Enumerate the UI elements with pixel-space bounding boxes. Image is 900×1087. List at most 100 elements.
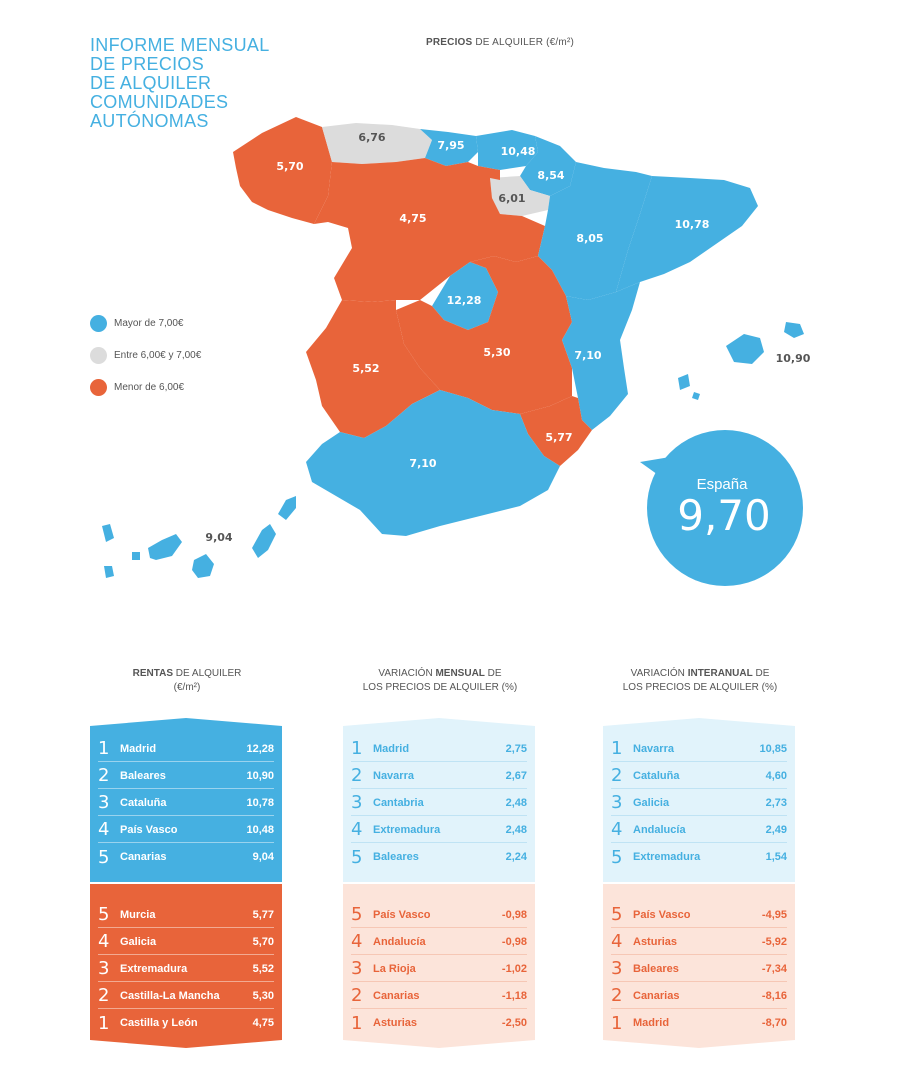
region-value: 10,78: [246, 796, 274, 809]
heading-bold: MENSUAL: [435, 668, 485, 679]
ranking-row: 4 Extremadura 2,48: [351, 817, 527, 843]
region-value: 10,85: [759, 742, 787, 755]
region-name: Madrid: [120, 742, 157, 755]
ranking-row: 2 Canarias -8,16: [611, 983, 787, 1009]
rank-number: 3: [351, 958, 363, 979]
region-name: Madrid: [633, 1017, 670, 1029]
region-name: La Rioja: [373, 962, 416, 975]
region-value: 2,48: [505, 823, 527, 836]
ranking-row: 2 Castilla-La Mancha 5,30: [98, 983, 274, 1009]
region-value: -7,34: [761, 962, 787, 975]
ranking-row: 2 Baleares 10,90: [98, 763, 274, 789]
region-castilla-leon[interactable]: [314, 158, 545, 302]
rank-number: 2: [351, 985, 363, 1006]
legend-item-high: Mayor de 7,00€: [90, 314, 201, 332]
region-name: Cantabria: [373, 796, 424, 809]
ranking-row: 3 La Rioja -1,02: [351, 956, 527, 982]
title-line: INFORME MENSUAL: [90, 35, 270, 55]
region-value: 5,30: [252, 989, 274, 1002]
map-heading-rest: DE ALQUILER (€/m²): [472, 37, 575, 48]
region-value: 4,60: [765, 769, 787, 782]
rank-number: 4: [98, 819, 110, 840]
region-galicia[interactable]: [233, 117, 332, 224]
region-canarias[interactable]: [102, 496, 296, 578]
region-value: 10,90: [246, 769, 274, 782]
ranking-row: 1 Asturias -2,50: [351, 1010, 527, 1036]
label-castilla-la-mancha: 5,30: [483, 346, 510, 359]
label-aragon: 8,05: [576, 232, 603, 245]
heading-line2: (€/m²): [173, 682, 201, 693]
spain-average-badge: España 9,70: [640, 430, 803, 586]
region-value: 2,75: [505, 742, 527, 755]
rank-number: 5: [351, 904, 363, 925]
label-asturias: 6,76: [358, 131, 385, 144]
region-name: Extremadura: [120, 962, 188, 975]
region-extremadura[interactable]: [306, 300, 440, 438]
region-name: Murcia: [120, 908, 156, 921]
rank-number: 5: [611, 904, 623, 925]
region-name: Extremadura: [633, 851, 701, 863]
ranking-row: 4 Galicia 5,70: [98, 929, 274, 955]
label-extremadura: 5,52: [352, 362, 379, 375]
region-murcia[interactable]: [520, 396, 592, 466]
rank-number: 5: [98, 904, 110, 925]
rank-number: 2: [611, 765, 623, 786]
region-value: 4,75: [252, 1017, 274, 1029]
label-galicia: 5,70: [276, 160, 303, 173]
rank-number: 1: [98, 1012, 110, 1034]
rank-number: 3: [351, 792, 363, 813]
label-baleares: 10,90: [776, 352, 811, 365]
label-canarias: 9,04: [205, 531, 232, 544]
rank-number: 5: [351, 846, 363, 868]
label-cataluna: 10,78: [675, 218, 710, 231]
region-cataluna[interactable]: [616, 176, 758, 292]
rank-number: 2: [351, 765, 363, 786]
region-value: -0,98: [501, 908, 527, 921]
ranking-row: 5 País Vasco -0,98: [351, 902, 527, 928]
heading-pre: VARIACIÓN: [378, 668, 436, 679]
heading-bold: RENTAS: [132, 668, 173, 679]
rank-number: 4: [351, 931, 363, 952]
region-madrid[interactable]: [432, 262, 498, 330]
legend-item-low: Menor de 6,00€: [90, 378, 201, 396]
region-cantabria[interactable]: [420, 129, 478, 166]
region-navarra[interactable]: [520, 136, 576, 196]
region-name: Asturias: [373, 1017, 418, 1029]
rank-number: 5: [611, 846, 623, 868]
region-la-rioja[interactable]: [490, 176, 550, 216]
badge-label: España: [697, 476, 749, 493]
region-value: 2,48: [505, 796, 527, 809]
region-name: Canarias: [373, 989, 420, 1002]
map-heading: PRECIOS DE ALQUILER (€/m²): [350, 37, 650, 48]
region-value: 12,28: [246, 742, 274, 755]
label-murcia: 5,77: [545, 431, 572, 444]
ranking-panel-bottom: 5 País Vasco -4,95 4 Asturias -5,92 3 Baleares -…: [603, 884, 795, 1048]
region-aragon[interactable]: [538, 162, 652, 300]
rank-number: 4: [611, 819, 623, 840]
legend-dot-blue: [90, 314, 107, 332]
label-pais-vasco: 10,48: [501, 145, 536, 158]
ranking-panel-bottom: 5 Murcia 5,77 4 Galicia 5,70 3 Extremadura 5,52 2…: [90, 884, 282, 1048]
rank-number: 3: [611, 792, 623, 813]
region-andalucia[interactable]: [306, 390, 560, 536]
region-castilla-la-mancha[interactable]: [396, 256, 572, 414]
ranking-row: 3 Extremadura 5,52: [98, 956, 274, 982]
rank-number: 1: [98, 738, 110, 759]
region-value: -0,98: [501, 935, 527, 948]
region-baleares[interactable]: [678, 322, 804, 400]
region-asturias[interactable]: [322, 123, 432, 164]
region-value: 1,54: [765, 851, 787, 863]
title-line: COMUNIDADES: [90, 92, 229, 112]
region-value: 2,67: [505, 769, 527, 782]
badge-circle: [647, 430, 803, 586]
region-name: País Vasco: [633, 908, 691, 921]
region-name: Madrid: [373, 742, 410, 755]
region-name: País Vasco: [120, 823, 178, 836]
ranking-row: 5 Murcia 5,77: [98, 902, 274, 928]
legend-label: Mayor de 7,00€: [114, 317, 184, 329]
region-pais-vasco[interactable]: [476, 130, 538, 170]
heading-line2: LOS PRECIOS DE ALQUILER (%): [622, 682, 778, 693]
rank-number: 1: [351, 738, 363, 759]
region-valencia[interactable]: [562, 282, 640, 430]
rank-number: 1: [351, 1012, 363, 1034]
